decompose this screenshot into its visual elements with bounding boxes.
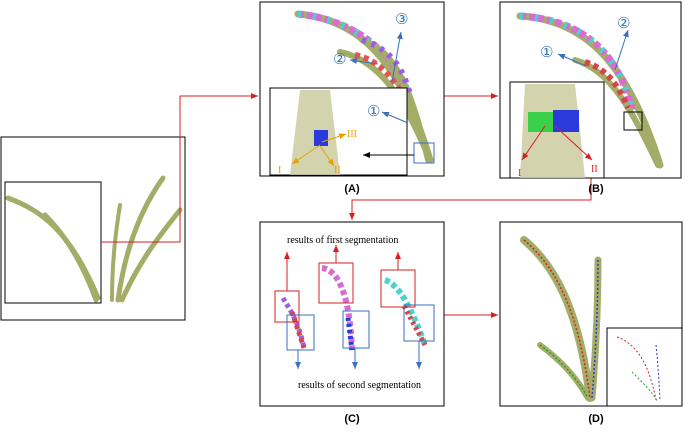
stroke xyxy=(280,296,307,349)
stroke xyxy=(655,344,661,401)
panel-c: results of first segmentation results of… xyxy=(259,221,445,425)
stroke xyxy=(381,111,409,124)
group xyxy=(557,29,629,71)
callout: ② xyxy=(333,50,346,68)
stroke xyxy=(591,259,599,399)
stroke xyxy=(557,53,587,67)
caption: results of first segmentation xyxy=(287,235,398,246)
callout: ① xyxy=(367,102,380,120)
frame xyxy=(623,111,643,131)
stroke xyxy=(291,144,321,165)
stroke xyxy=(554,125,593,161)
group xyxy=(349,31,409,124)
stroke xyxy=(616,336,657,401)
stroke xyxy=(539,344,589,399)
callout: ① xyxy=(540,43,553,61)
group xyxy=(286,304,435,369)
frame xyxy=(413,142,435,164)
stroke xyxy=(521,125,546,161)
stroke xyxy=(401,304,428,347)
axis-label: II xyxy=(591,164,598,175)
axis-label: II xyxy=(334,165,341,176)
stroke xyxy=(345,317,355,351)
frame xyxy=(342,310,370,349)
group xyxy=(291,133,347,167)
stroke xyxy=(115,175,166,303)
panel-d: (D) xyxy=(499,221,683,425)
frame xyxy=(286,314,315,351)
stroke xyxy=(101,93,258,243)
stroke xyxy=(5,195,101,301)
panel-label: (A) xyxy=(344,183,360,195)
frame xyxy=(553,110,579,132)
stroke xyxy=(349,178,592,220)
frame xyxy=(314,130,328,146)
stroke xyxy=(523,239,591,399)
stroke xyxy=(319,145,335,167)
stroke xyxy=(119,207,183,303)
axis-label: III xyxy=(347,129,357,140)
axis-label: I xyxy=(518,168,521,179)
stroke xyxy=(321,265,355,351)
stroke xyxy=(349,58,379,65)
stroke xyxy=(614,29,629,71)
stroke xyxy=(110,203,122,302)
frame xyxy=(0,136,186,321)
source-panel xyxy=(0,136,186,321)
callout: ② xyxy=(617,14,630,32)
stroke xyxy=(520,236,594,402)
stroke xyxy=(321,133,347,143)
frame xyxy=(528,112,554,132)
stroke xyxy=(361,37,413,96)
stroke xyxy=(42,212,99,303)
stroke xyxy=(519,12,636,111)
panel-label: (D) xyxy=(588,413,604,425)
frame xyxy=(380,269,416,308)
frame xyxy=(259,1,445,177)
stroke xyxy=(383,277,428,347)
stroke xyxy=(631,371,659,403)
panel-label: (C) xyxy=(344,413,360,425)
frame xyxy=(499,221,683,407)
stroke xyxy=(516,12,664,169)
panel-label: (B) xyxy=(588,183,604,195)
frame xyxy=(606,327,683,407)
panel-b: ② ① I II (B) xyxy=(499,1,682,195)
caption: results of second segmentation xyxy=(298,380,421,391)
stroke xyxy=(391,31,403,83)
flow-arrows xyxy=(101,93,592,318)
callout: ③ xyxy=(395,10,408,28)
group xyxy=(521,125,593,161)
panel-a: ③ ② ① III I II (A) xyxy=(259,1,445,195)
frame xyxy=(259,221,445,407)
frame xyxy=(269,87,408,176)
stroke xyxy=(289,311,307,349)
axis-label: I xyxy=(278,165,281,176)
